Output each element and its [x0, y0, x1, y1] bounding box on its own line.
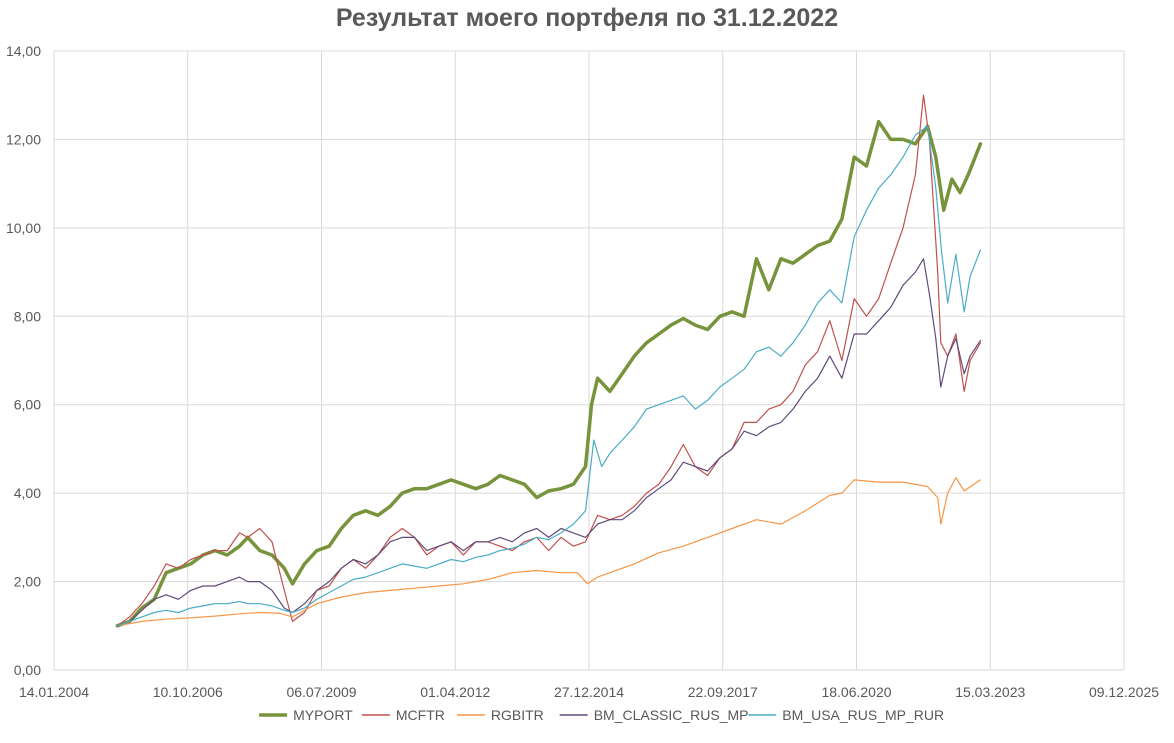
legend-entry-bm-classic-rus-mp: BM_CLASSIC_RUS_MP — [559, 707, 749, 723]
y-tick-label: 10,00 — [6, 220, 41, 236]
legend-label: MYPORT — [293, 707, 353, 723]
y-tick-label: 0,00 — [14, 662, 41, 678]
x-tick-label: 09.12.2025 — [1089, 684, 1159, 700]
x-tick-label: 15.03.2023 — [955, 684, 1025, 700]
legend-entry-mcftr: MCFTR — [361, 707, 445, 723]
legend-entry-bm-usa-rus-mp-rur: BM_USA_RUS_MP_RUR — [748, 707, 944, 723]
grid-lines — [53, 50, 1125, 671]
x-tick-label: 10.10.2006 — [153, 684, 223, 700]
legend-label: BM_CLASSIC_RUS_MP — [594, 707, 749, 723]
legend: MYPORT MCFTR RGBITR BM_CLASSIC_RUS_MP BM_USA… — [259, 707, 944, 723]
chart-title: Результат моего портфеля по 31.12.2022 — [335, 4, 839, 32]
axes: 0,00 2,00 4,00 6,00 8,00 10,00 12,00 14,00 14.01… — [6, 43, 1159, 700]
x-tick-label: 06.07.2009 — [286, 684, 356, 700]
series-line-bm-usa-rus-mp-rur — [116, 125, 981, 627]
series-line-bm-classic-rus-mp — [116, 258, 981, 627]
legend-label: BM_USA_RUS_MP_RUR — [782, 707, 944, 723]
series-lines — [115, 94, 983, 628]
x-tick-label: 01.04.2012 — [420, 684, 490, 700]
x-tick-label: 14.01.2004 — [19, 684, 89, 700]
legend-label: MCFTR — [396, 707, 445, 723]
series-line-rgbitr — [116, 477, 981, 627]
legend-label: RGBITR — [491, 707, 544, 723]
legend-entry-rgbitr: RGBITR — [456, 707, 544, 723]
x-tick-label: 27.12.2014 — [554, 684, 624, 700]
x-tick-label: 18.06.2020 — [821, 684, 891, 700]
y-tick-label: 2,00 — [14, 574, 41, 590]
x-tick-label: 22.09.2017 — [688, 684, 758, 700]
series-line-mcftr — [116, 94, 981, 627]
y-tick-label: 12,00 — [6, 131, 41, 147]
y-tick-label: 4,00 — [14, 485, 41, 501]
y-tick-label: 6,00 — [14, 397, 41, 413]
y-tick-label: 14,00 — [6, 43, 41, 59]
series-line-myport — [115, 119, 983, 628]
y-tick-label: 8,00 — [14, 308, 41, 324]
legend-entry-myport: MYPORT — [259, 707, 353, 723]
